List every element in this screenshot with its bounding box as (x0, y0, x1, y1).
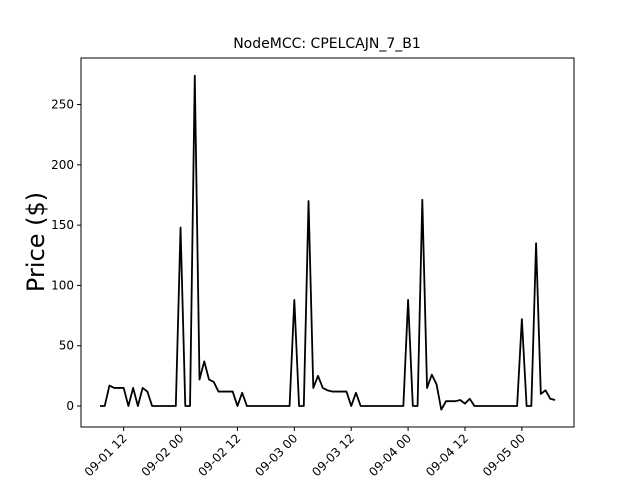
x-tick-label: 09-03 00 (252, 431, 300, 479)
x-tick-label: 09-04 12 (423, 431, 471, 479)
y-tick-label: 200 (51, 158, 74, 172)
x-tick-label: 09-04 00 (366, 431, 414, 479)
x-tick-label: 09-03 12 (309, 431, 357, 479)
y-tick-label: 0 (66, 399, 74, 413)
plot-frame (80, 57, 575, 428)
y-tick-label: 100 (51, 278, 74, 292)
price-line (99, 74, 556, 411)
x-tick-label: 09-05 00 (480, 431, 528, 479)
y-tick-label: 150 (51, 218, 74, 232)
x-tick-label: 09-02 00 (139, 431, 187, 479)
x-tick-label: 09-02 12 (196, 431, 244, 479)
chart-title: NodeMCC: CPELCAJN_7_B1 (233, 36, 421, 52)
x-tick-label: 09-01 12 (82, 431, 130, 479)
y-tick-label: 250 (51, 98, 74, 112)
y-tick-label: 50 (59, 339, 74, 353)
y-axis-label: Price ($) (22, 192, 50, 292)
